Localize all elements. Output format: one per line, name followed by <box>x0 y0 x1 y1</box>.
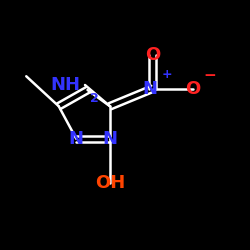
Text: NH: NH <box>50 76 80 94</box>
Text: N: N <box>142 80 158 98</box>
Text: OH: OH <box>95 174 125 192</box>
Text: N: N <box>69 130 84 148</box>
Text: N: N <box>102 130 118 148</box>
Text: O: O <box>145 46 160 64</box>
Text: +: + <box>161 68 172 81</box>
Text: O: O <box>185 80 200 98</box>
Text: −: − <box>204 68 216 82</box>
Text: 2: 2 <box>90 92 99 106</box>
